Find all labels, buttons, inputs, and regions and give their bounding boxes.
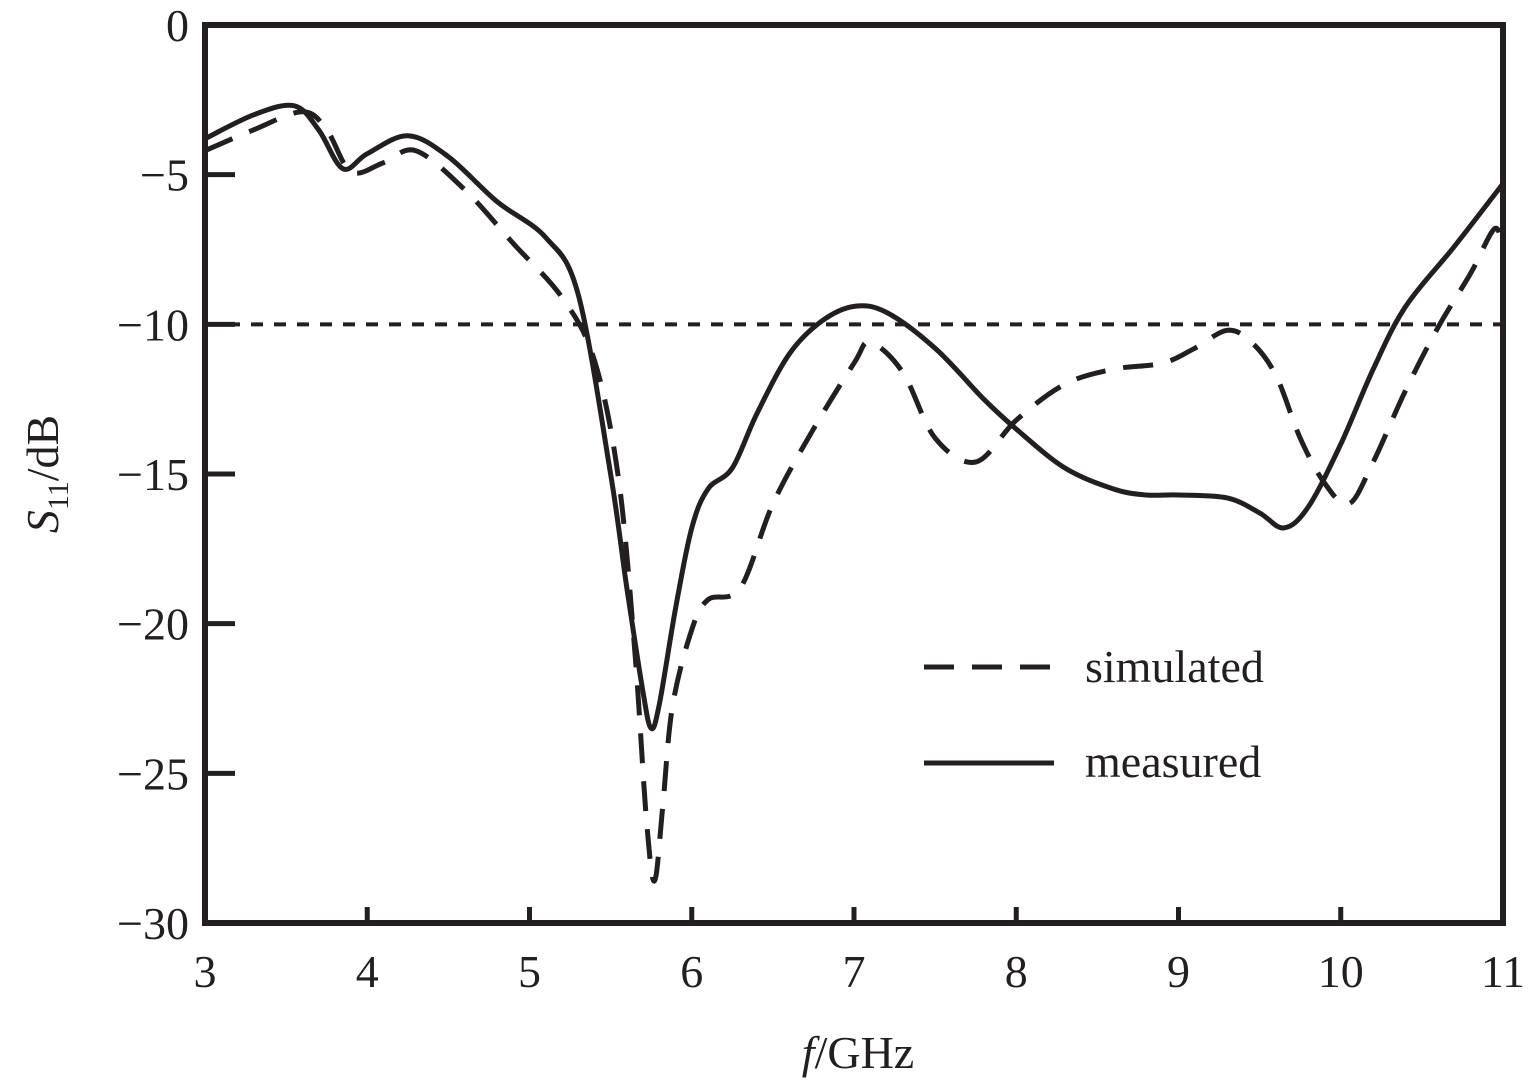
x-tick-label: 8 bbox=[1005, 946, 1028, 997]
x-tick-label: 11 bbox=[1481, 946, 1525, 997]
y-tick-label: −30 bbox=[117, 898, 189, 949]
y-tick-label: −15 bbox=[117, 449, 189, 500]
y-tick-label: −20 bbox=[117, 599, 189, 650]
legend-label-simulated: simulated bbox=[1085, 641, 1264, 692]
series-line-simulated bbox=[204, 109, 1506, 884]
x-tick-label: 9 bbox=[1167, 946, 1190, 997]
x-tick-label: 3 bbox=[194, 946, 217, 997]
x-tick-label: 4 bbox=[356, 946, 379, 997]
y-tick-label: −10 bbox=[117, 299, 189, 350]
x-tick-label: 5 bbox=[518, 946, 541, 997]
series-line-measured bbox=[203, 102, 1505, 732]
x-tick-label: 7 bbox=[843, 946, 866, 997]
series-layer bbox=[203, 102, 1506, 884]
tick-labels: 3 4 5 6 7 8 9 10 11 0 −5 −10 −15 −20 −25 −30 bbox=[117, 0, 1525, 997]
x-tick-label: 6 bbox=[680, 946, 703, 997]
y-tick-label: −5 bbox=[140, 150, 189, 201]
y-tick-label: −25 bbox=[117, 748, 189, 799]
ticks-layer bbox=[202, 22, 1506, 926]
legend-label-measured: measured bbox=[1085, 736, 1261, 787]
y-axis-title: S11/dB bbox=[17, 415, 75, 533]
y-axis-title-symbol: S bbox=[17, 510, 68, 533]
y-axis-title-subscript: 11 bbox=[42, 481, 75, 510]
y-axis-title-unit: /dB bbox=[17, 415, 68, 481]
plot-frame bbox=[202, 22, 1506, 926]
x-axis-title-unit: /GHz bbox=[815, 1027, 915, 1078]
x-tick-label: 10 bbox=[1318, 946, 1364, 997]
y-tick-label: 0 bbox=[166, 0, 189, 51]
x-axis-title: f/GHz bbox=[802, 1027, 914, 1078]
legend: simulated measured bbox=[924, 641, 1264, 787]
